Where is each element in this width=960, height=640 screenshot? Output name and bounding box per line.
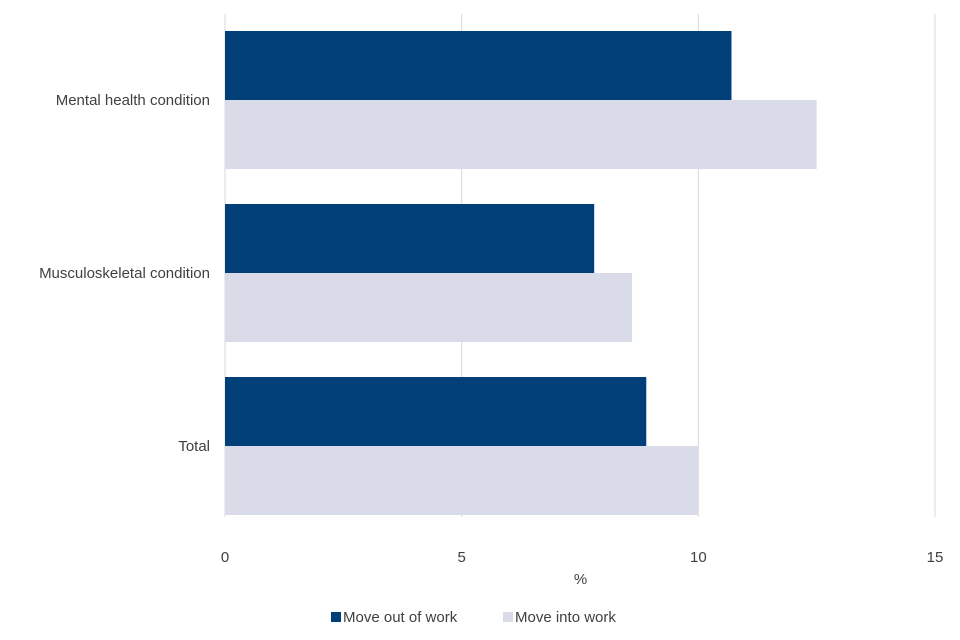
legend-label: Move into work	[515, 609, 616, 626]
legend: Move out of work Move into work	[331, 609, 616, 626]
legend-swatch	[503, 612, 513, 622]
category-label: Total	[178, 438, 210, 455]
bar-move-into-work	[225, 446, 699, 515]
x-tick-label: 0	[221, 549, 229, 566]
x-tick-label: 15	[927, 549, 944, 566]
category-label: Musculoskeletal condition	[39, 265, 210, 282]
x-tick-label: 5	[457, 549, 465, 566]
bar-move-into-work	[225, 273, 633, 342]
category-label: Mental health condition	[56, 92, 210, 109]
bars	[225, 31, 817, 515]
legend-label: Move out of work	[343, 609, 458, 626]
bar-move-out-of-work	[225, 204, 595, 273]
x-tick-label: 10	[690, 549, 707, 566]
bar-move-out-of-work	[225, 377, 647, 446]
x-tick-labels: 0 5 10 15	[221, 549, 944, 566]
bar-move-out-of-work	[225, 31, 732, 100]
bar-move-into-work	[225, 100, 817, 169]
x-axis-title: %	[574, 571, 587, 588]
legend-swatch	[331, 612, 341, 622]
category-labels: Mental health condition Musculoskeletal c…	[39, 92, 210, 455]
